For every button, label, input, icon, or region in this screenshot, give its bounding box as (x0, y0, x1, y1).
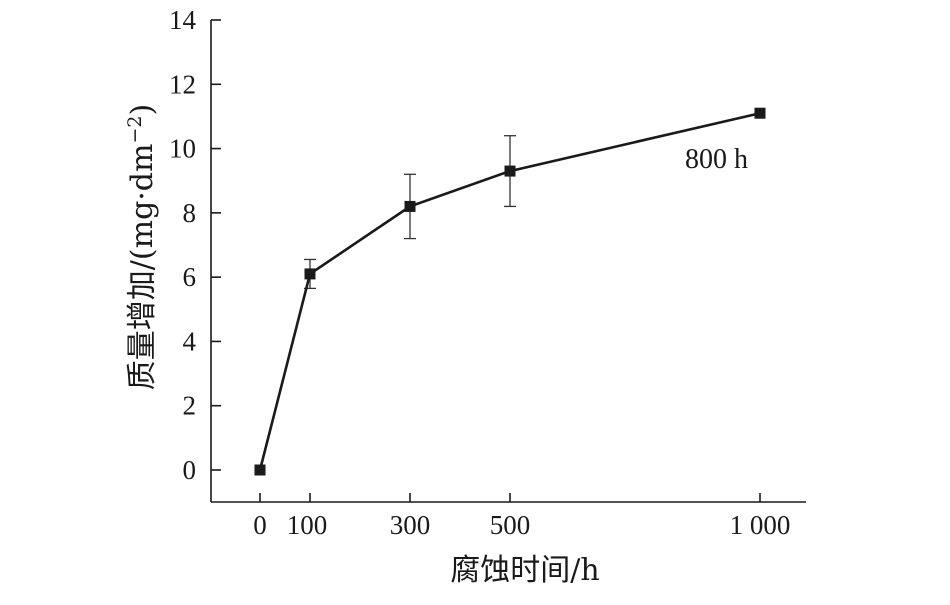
y-tick-label: 8 (183, 198, 197, 228)
x-axis-title: 腐蚀时间/h (450, 553, 599, 588)
y-tick-label: 2 (183, 391, 197, 421)
data-point (504, 165, 516, 177)
y-ticks: 0 2 4 6 8 10 12 14 (169, 5, 221, 485)
y-tick-label: 6 (183, 262, 197, 292)
y-tick-label: 4 (183, 326, 197, 356)
x-tick-label: 100 (287, 510, 328, 540)
y-axis-title-main: 质量增加/(mg·dm (125, 144, 160, 391)
x-tick-label: 300 (390, 510, 431, 540)
x-ticks: 0 100 300 500 1 000 (253, 493, 790, 540)
data-point (304, 268, 316, 280)
data-point (254, 464, 266, 476)
x-tick-label: 500 (490, 510, 531, 540)
data-point (404, 200, 416, 212)
y-axis-title-close: ) (125, 104, 160, 116)
x-tick-label: 1 000 (730, 510, 791, 540)
y-tick-label: 14 (169, 5, 197, 35)
error-bars (304, 135, 516, 290)
y-axis-title-sup: −2 (124, 116, 146, 144)
data-point (754, 107, 766, 119)
y-tick-label: 10 (169, 134, 196, 164)
y-tick-label: 12 (169, 69, 196, 99)
data-markers (254, 107, 766, 476)
axes (210, 20, 806, 503)
x-tick-label: 0 (253, 510, 267, 540)
y-axis-title: 质量增加/(mg·dm−2) (124, 104, 160, 390)
y-tick-label: 0 (183, 455, 197, 485)
annotation-800h: 800 h (685, 144, 748, 175)
